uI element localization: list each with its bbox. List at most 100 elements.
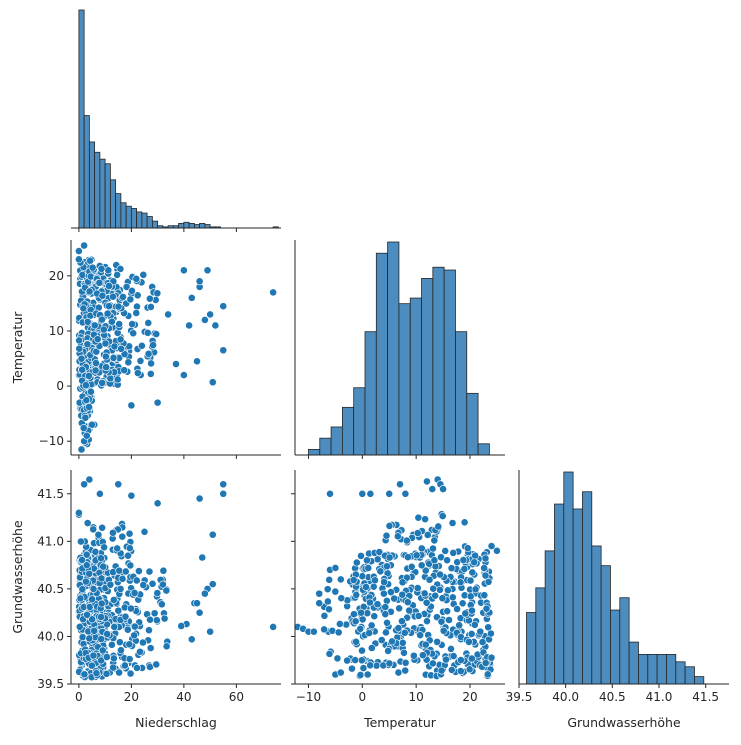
scatter-point xyxy=(382,628,390,637)
scatter-point xyxy=(126,295,135,304)
scatter-point xyxy=(382,531,391,540)
scatter-point xyxy=(416,631,425,640)
histogram-bar xyxy=(398,303,411,456)
scatter-point xyxy=(146,615,154,624)
scatter-point xyxy=(476,627,485,636)
scatter-point xyxy=(315,589,324,598)
scatter-point xyxy=(114,302,123,311)
scatter-point xyxy=(470,620,479,629)
scatter-point xyxy=(420,589,429,598)
histogram-bar xyxy=(466,392,479,456)
scatter-point xyxy=(457,656,465,664)
scatter-point xyxy=(195,608,204,617)
histogram-bar xyxy=(544,550,555,685)
scatter-point xyxy=(75,344,84,353)
scatter-point xyxy=(478,638,487,646)
scatter-point xyxy=(325,605,333,614)
scatter-point xyxy=(481,659,490,667)
scatter-point xyxy=(442,655,450,664)
scatter-point xyxy=(105,302,113,311)
scatter-point xyxy=(187,293,196,302)
scatter-point xyxy=(83,519,92,527)
scatter-point xyxy=(359,664,368,672)
scatter-point xyxy=(89,585,98,593)
histogram-bar xyxy=(130,208,138,229)
scatter-point xyxy=(467,654,476,663)
scatter-point xyxy=(356,624,365,633)
scatter-point xyxy=(78,365,87,374)
scatter-point xyxy=(394,624,403,632)
scatter-point xyxy=(137,341,146,350)
scatter-point xyxy=(438,512,447,520)
scatter-point xyxy=(484,623,493,632)
scatter-point xyxy=(423,531,432,539)
scatter-point xyxy=(122,283,131,291)
scatter-point xyxy=(76,594,85,603)
scatter-point xyxy=(357,608,365,617)
scatter-point xyxy=(384,646,393,655)
scatter-point xyxy=(219,480,228,489)
scatter-point xyxy=(383,618,391,627)
scatter-point xyxy=(115,668,124,677)
scatter-point xyxy=(417,544,426,553)
scatter-point xyxy=(115,320,124,328)
scatter-point xyxy=(187,635,196,644)
scatter-point xyxy=(471,551,480,560)
scatter-point xyxy=(200,316,209,324)
scatter-point xyxy=(398,590,407,599)
x-tick-label: 39.5 xyxy=(506,690,533,704)
scatter-point xyxy=(97,613,105,621)
scatter-point xyxy=(447,564,456,573)
scatter-point xyxy=(439,485,447,493)
scatter-point xyxy=(480,591,489,600)
scatter-point xyxy=(109,596,118,604)
scatter-point xyxy=(86,256,95,265)
scatter-point xyxy=(100,543,108,552)
scatter-point xyxy=(443,607,452,616)
scatter-point xyxy=(390,594,399,603)
scatter-point xyxy=(401,666,410,675)
x-axis-label: Temperatur xyxy=(363,715,437,730)
scatter-point xyxy=(396,480,404,489)
scatter-point xyxy=(458,599,467,608)
scatter-point xyxy=(139,638,147,647)
scatter-point xyxy=(398,638,407,647)
scatter-point xyxy=(92,669,101,678)
scatter-point xyxy=(139,581,148,589)
scatter-point xyxy=(153,499,162,508)
scatter-point xyxy=(438,594,447,603)
scatter-point xyxy=(380,578,388,586)
scatter-niederschlag-grundwasserhöhe: 0 20 40 60 39.5 40.0 40.5 41.0 41.5 xyxy=(37,470,281,704)
scatter-point xyxy=(140,527,149,536)
scatter-point xyxy=(437,617,446,626)
scatter-point xyxy=(92,359,100,367)
scatter-point xyxy=(164,310,173,319)
scatter-point xyxy=(455,621,464,630)
x-axis-label: Grundwasserhöhe xyxy=(567,715,681,730)
scatter-point xyxy=(133,664,141,672)
scatter-niederschlag-temperatur: −10 0 10 20 xyxy=(39,240,281,459)
scatter-point xyxy=(89,651,98,660)
scatter-point xyxy=(88,263,97,272)
scatter-point xyxy=(152,616,161,625)
x-tick-label: 60 xyxy=(229,690,244,704)
scatter-point xyxy=(358,572,367,581)
scatter-point xyxy=(465,637,473,646)
scatter-point xyxy=(326,489,334,498)
histogram-bar xyxy=(83,115,90,229)
scatter-point xyxy=(118,532,127,541)
scatter-point xyxy=(85,569,94,578)
scatter-point xyxy=(219,302,228,311)
histogram-bar xyxy=(572,508,583,685)
scatter-point xyxy=(99,562,108,571)
scatter-point xyxy=(377,636,386,644)
scatter-point xyxy=(333,654,342,663)
scatter-point xyxy=(328,626,337,635)
x-tick-label: 41.0 xyxy=(646,690,673,704)
scatter-point xyxy=(385,659,394,668)
scatter-point xyxy=(153,589,162,597)
scatter-point xyxy=(395,604,404,613)
scatter-point xyxy=(449,652,458,661)
